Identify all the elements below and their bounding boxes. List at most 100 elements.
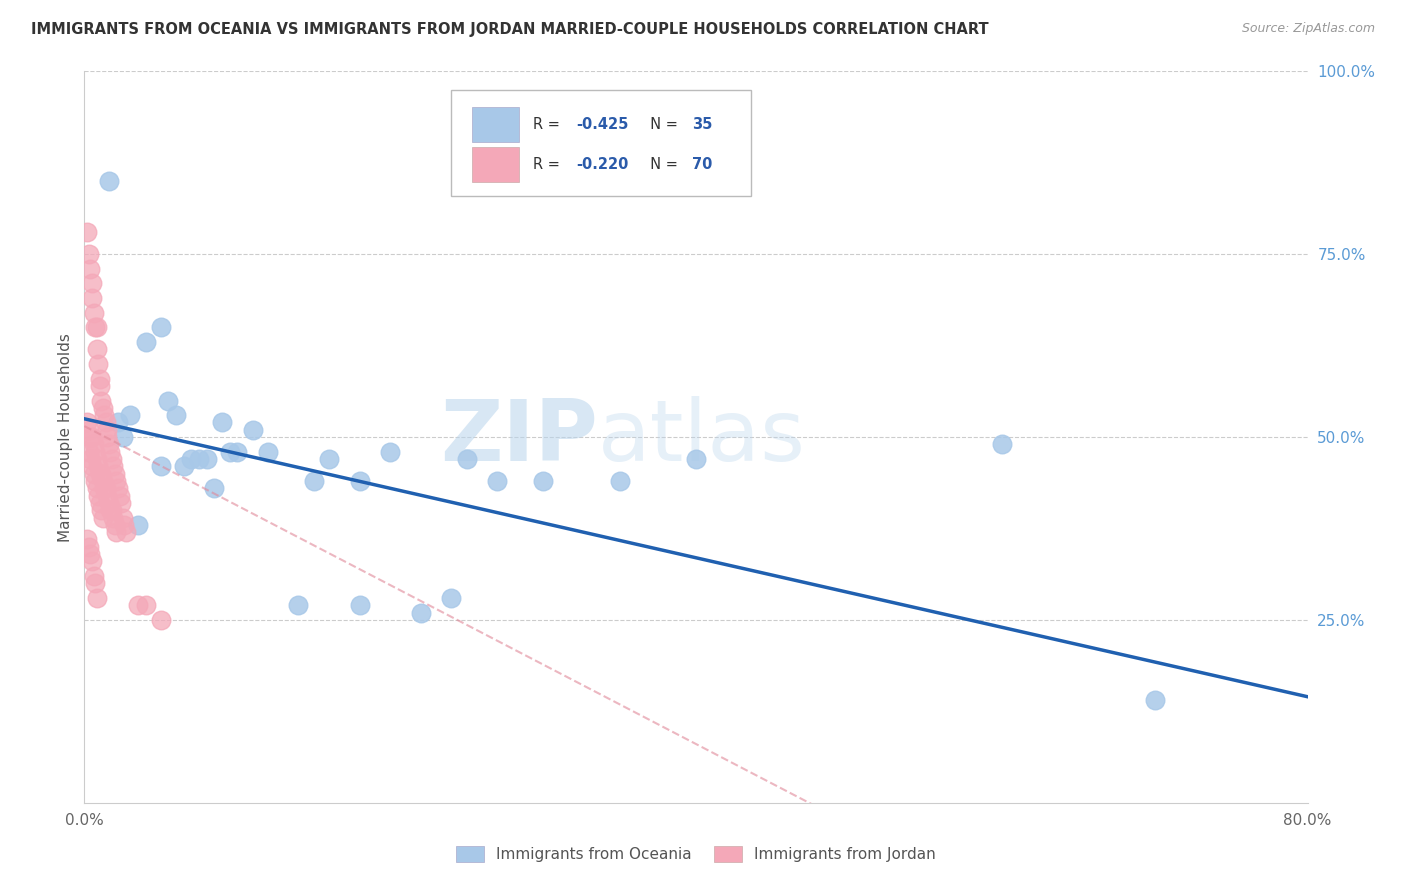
Legend: Immigrants from Oceania, Immigrants from Jordan: Immigrants from Oceania, Immigrants from…: [450, 840, 942, 868]
Point: [96, 489, 118, 503]
Point: [112, 517, 135, 532]
Point: [96, 430, 118, 444]
Point: [486, 474, 509, 488]
Point: [76, 416, 98, 430]
Point: [90, 467, 112, 481]
Point: [86, 591, 108, 605]
Point: [149, 320, 172, 334]
Text: 35: 35: [692, 117, 713, 132]
Point: [76, 225, 98, 239]
Point: [79, 430, 101, 444]
Text: R =: R =: [533, 157, 565, 172]
Point: [93, 481, 115, 495]
Point: [84, 444, 107, 458]
Point: [226, 444, 249, 458]
Point: [101, 503, 124, 517]
Point: [103, 459, 125, 474]
Point: [531, 474, 554, 488]
Point: [149, 459, 172, 474]
Point: [89, 379, 111, 393]
Point: [218, 444, 240, 458]
Point: [318, 452, 340, 467]
Point: [89, 371, 111, 385]
Point: [91, 474, 114, 488]
Text: -0.220: -0.220: [576, 157, 628, 172]
Point: [94, 416, 117, 430]
Point: [91, 401, 114, 415]
Point: [98, 503, 121, 517]
Point: [90, 393, 112, 408]
Point: [90, 503, 112, 517]
Point: [84, 474, 107, 488]
Point: [80, 277, 103, 291]
Point: [135, 334, 157, 349]
Point: [257, 444, 280, 458]
Point: [111, 430, 134, 444]
Point: [104, 517, 127, 532]
Text: Source: ZipAtlas.com: Source: ZipAtlas.com: [1241, 22, 1375, 36]
Point: [80, 459, 103, 474]
Point: [79, 261, 101, 276]
Point: [188, 452, 211, 467]
Point: [89, 496, 111, 510]
Point: [609, 474, 631, 488]
Point: [83, 437, 105, 451]
Point: [80, 430, 103, 444]
Point: [242, 423, 264, 437]
Point: [440, 591, 463, 605]
Point: [104, 467, 127, 481]
Point: [76, 533, 98, 547]
Point: [380, 444, 402, 458]
Point: [97, 496, 120, 510]
Point: [98, 444, 121, 458]
Text: ZIP: ZIP: [440, 395, 598, 479]
Point: [127, 517, 149, 532]
Point: [287, 599, 309, 613]
Point: [195, 452, 218, 467]
Point: [86, 481, 108, 495]
Point: [107, 481, 129, 495]
Point: [87, 357, 110, 371]
Point: [77, 444, 100, 458]
Point: [114, 525, 136, 540]
Point: [94, 481, 117, 495]
Bar: [472, 107, 519, 143]
Text: 70: 70: [692, 157, 713, 172]
Point: [991, 437, 1014, 451]
Point: [80, 291, 103, 305]
Point: [110, 496, 132, 510]
FancyBboxPatch shape: [451, 90, 751, 195]
Point: [211, 416, 233, 430]
Point: [86, 343, 108, 357]
Point: [349, 599, 371, 613]
Point: [120, 408, 142, 422]
Point: [103, 510, 125, 524]
Point: [108, 489, 131, 503]
Point: [105, 525, 128, 540]
Point: [80, 554, 103, 568]
Point: [77, 423, 100, 437]
Point: [79, 547, 101, 561]
Point: [127, 599, 149, 613]
Point: [111, 510, 134, 524]
Point: [101, 452, 124, 467]
Point: [202, 481, 225, 495]
Point: [180, 452, 202, 467]
Point: [456, 452, 478, 467]
Point: [83, 306, 105, 320]
Point: [89, 467, 111, 481]
Point: [91, 510, 114, 524]
Point: [96, 423, 118, 437]
Point: [87, 459, 110, 474]
Point: [149, 613, 172, 627]
Point: [97, 437, 120, 451]
Point: [93, 408, 115, 422]
Bar: [472, 146, 519, 182]
Point: [86, 452, 108, 467]
Point: [77, 247, 100, 261]
Point: [86, 320, 108, 334]
Point: [83, 569, 105, 583]
Point: [135, 599, 157, 613]
Point: [1143, 693, 1166, 707]
Text: IMMIGRANTS FROM OCEANIA VS IMMIGRANTS FROM JORDAN MARRIED-COUPLE HOUSEHOLDS CORR: IMMIGRANTS FROM OCEANIA VS IMMIGRANTS FR…: [31, 22, 988, 37]
